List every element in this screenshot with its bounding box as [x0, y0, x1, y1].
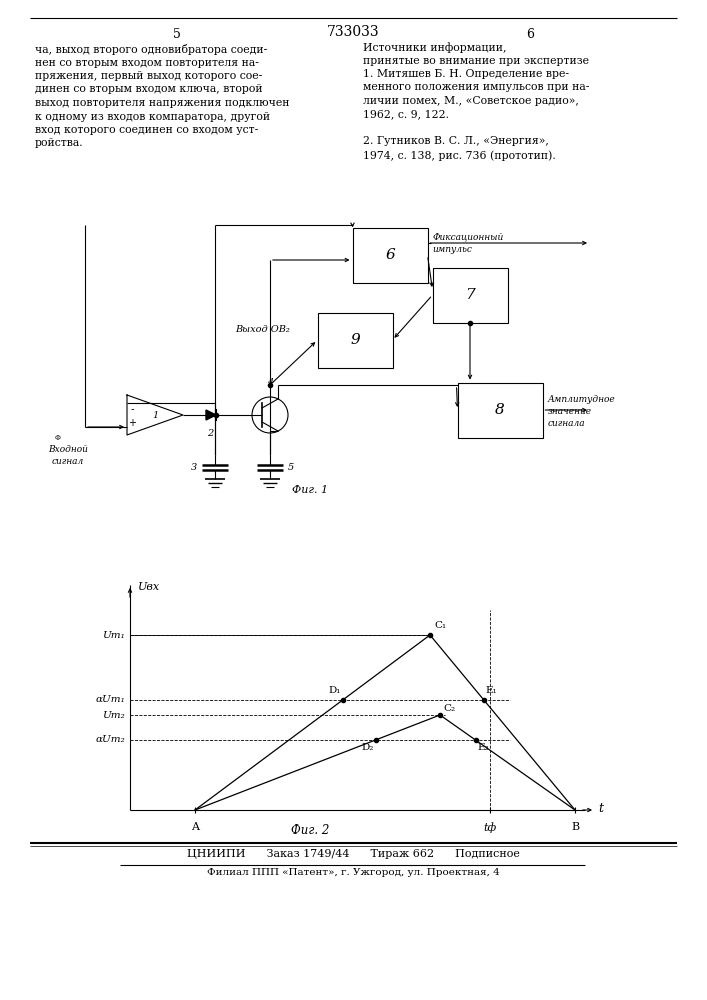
Text: 3: 3 — [191, 462, 197, 472]
Bar — [433, 267, 508, 322]
Text: 6: 6 — [385, 248, 395, 262]
Text: 1962, с. 9, 122.: 1962, с. 9, 122. — [363, 109, 449, 119]
Text: Фиг. 1: Фиг. 1 — [292, 485, 328, 495]
Text: D₁: D₁ — [328, 686, 341, 695]
Text: 9: 9 — [350, 333, 360, 347]
Text: Uвх: Uвх — [138, 582, 160, 592]
Text: вход которого соединен со входом уст-: вход которого соединен со входом уст- — [35, 125, 258, 135]
Text: 5: 5 — [288, 462, 294, 472]
Text: αUm₁: αUm₁ — [95, 696, 125, 704]
Text: -: - — [130, 404, 134, 414]
Text: 733033: 733033 — [327, 25, 380, 39]
Bar — [353, 228, 428, 282]
Text: E₁: E₁ — [486, 686, 498, 695]
Text: пряжения, первый выход которого сое-: пряжения, первый выход которого сое- — [35, 71, 262, 81]
Text: 1: 1 — [152, 410, 158, 420]
Text: Um₁: Um₁ — [103, 631, 125, 640]
Text: 1974, с. 138, рис. 736 (прототип).: 1974, с. 138, рис. 736 (прототип). — [363, 150, 556, 161]
Text: динен со вторым входом ключа, второй: динен со вторым входом ключа, второй — [35, 85, 262, 95]
Text: t: t — [598, 802, 603, 814]
Text: к одному из входов компаратора, другой: к одному из входов компаратора, другой — [35, 111, 270, 121]
Text: tф: tф — [484, 822, 496, 833]
Text: ройства.: ройства. — [35, 138, 83, 148]
Text: Филиал ППП «Патент», г. Ужгород, ул. Проектная, 4: Филиал ППП «Патент», г. Ужгород, ул. Про… — [206, 868, 499, 877]
Text: 2. Гутников В. С. Л., «Энергия»,: 2. Гутников В. С. Л., «Энергия», — [363, 136, 549, 146]
Bar — [317, 312, 392, 367]
Text: C₁: C₁ — [434, 621, 446, 630]
Text: B: B — [571, 822, 579, 832]
Text: Um₂: Um₂ — [103, 710, 125, 720]
Text: Источники информации,: Источники информации, — [363, 42, 506, 53]
Text: 5: 5 — [173, 28, 181, 41]
Text: Амплитудное: Амплитудное — [547, 395, 615, 404]
Polygon shape — [206, 410, 216, 420]
Text: нен со вторым входом повторителя на-: нен со вторым входом повторителя на- — [35, 57, 259, 68]
Text: 4: 4 — [267, 378, 273, 387]
Text: Ф: Ф — [55, 435, 61, 441]
Text: Выход ОВ₂: Выход ОВ₂ — [235, 326, 290, 334]
Text: αUm₂: αUm₂ — [95, 736, 125, 744]
Bar — [457, 382, 542, 438]
Text: импульс: импульс — [433, 244, 472, 253]
Text: +: + — [128, 418, 136, 428]
Text: 8: 8 — [495, 403, 505, 417]
Text: сигнал: сигнал — [52, 457, 84, 466]
Text: сигнала: сигнала — [547, 420, 585, 428]
Text: Входной: Входной — [48, 445, 88, 454]
Text: 7: 7 — [465, 288, 475, 302]
Text: D₂: D₂ — [361, 743, 373, 752]
Text: ча, выход второго одновибратора соеди-: ча, выход второго одновибратора соеди- — [35, 44, 267, 55]
Text: личии помех, М., «Советское радио»,: личии помех, М., «Советское радио», — [363, 96, 579, 106]
Text: A: A — [191, 822, 199, 832]
Text: значение: значение — [547, 408, 592, 416]
Text: Фиг. 2: Фиг. 2 — [291, 824, 329, 836]
Text: принятые во внимание при экспертизе: принятые во внимание при экспертизе — [363, 55, 589, 66]
Text: 6: 6 — [526, 28, 534, 41]
Text: 2: 2 — [207, 429, 213, 438]
Text: C₂: C₂ — [443, 704, 455, 713]
Text: Фиксационный: Фиксационный — [433, 232, 504, 241]
Text: менного положения импульсов при на-: менного положения импульсов при на- — [363, 83, 590, 93]
Text: выход повторителя напряжения подключен: выход повторителя напряжения подключен — [35, 98, 289, 108]
Text: 1. Митяшев Б. Н. Определение вре-: 1. Митяшев Б. Н. Определение вре- — [363, 69, 569, 79]
Text: E₂: E₂ — [477, 743, 489, 752]
Text: ЦНИИПИ      Заказ 1749/44      Тираж 662      Подписное: ЦНИИПИ Заказ 1749/44 Тираж 662 Подписное — [187, 849, 520, 859]
